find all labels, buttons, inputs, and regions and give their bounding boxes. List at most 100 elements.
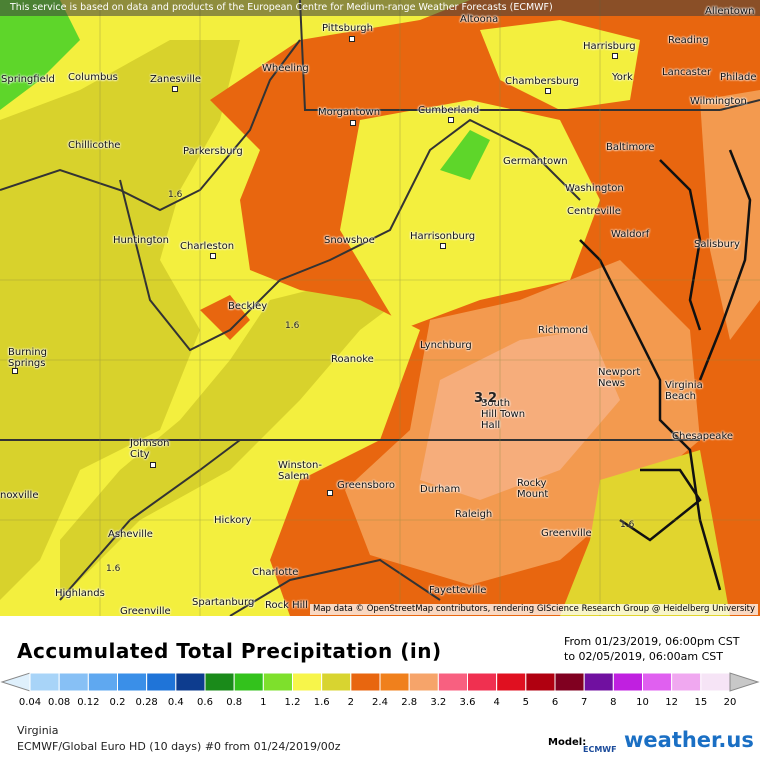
border [0, 39, 301, 212]
brand[interactable]: weather.us [624, 728, 754, 752]
color-box [525, 672, 556, 692]
precip-region [340, 100, 600, 330]
city-label: Greenville [120, 606, 171, 617]
city-dot [150, 462, 156, 468]
color-box [496, 672, 527, 692]
city-label: Morgantown [318, 107, 381, 118]
city-label: Lynchburg [420, 340, 472, 351]
border [719, 99, 760, 111]
city-label: Cumberland [418, 105, 480, 116]
city-label: York [612, 72, 633, 83]
city-label: Pittsburgh [322, 23, 373, 34]
city-label: Harrisonburg [410, 231, 476, 242]
contour-label: 1.6 [106, 564, 121, 574]
city-label: Parkersburg [183, 146, 243, 157]
color-box [612, 672, 643, 692]
city-label: Greenville [541, 528, 592, 539]
city-label: Chillicothe [68, 140, 121, 151]
legend-title: Accumulated Total Precipitation (in) [17, 639, 442, 663]
city-label: Springfield [1, 74, 55, 85]
city-label: Wheeling [262, 63, 309, 74]
color-box [292, 672, 323, 692]
city-label: Columbus [68, 72, 118, 83]
legend-value: 3.2 [430, 697, 447, 708]
precip-region [200, 295, 250, 340]
city-label: Harrisburg [583, 41, 636, 52]
legend-value: 0.12 [77, 697, 100, 708]
legend-value: 5 [522, 697, 530, 708]
city-dot [545, 88, 551, 94]
color-box [467, 672, 498, 692]
color-bar [0, 672, 760, 692]
legend-value: 0.2 [109, 697, 126, 708]
city-label: Fayetteville [429, 585, 487, 596]
contour-label: 1.6 [168, 190, 183, 200]
coastline [579, 149, 752, 591]
city-label: Raleigh [455, 509, 493, 520]
legend-value: 6 [551, 697, 559, 708]
border [299, 0, 720, 111]
color-arrow [729, 672, 760, 692]
color-box [146, 672, 177, 692]
color-box [642, 672, 673, 692]
model-label: Model: [548, 737, 587, 748]
city-label: Newport News [598, 367, 641, 389]
attribution: Map data © OpenStreetMap contributors, r… [310, 604, 758, 615]
precip-region [420, 330, 620, 500]
city-label: Spartanburg [192, 597, 255, 608]
color-box [583, 672, 614, 692]
legend-value: 1.6 [313, 697, 330, 708]
legend-value: 4 [493, 697, 500, 708]
county-line [0, 0, 760, 616]
precip-region [0, 0, 80, 110]
color-box [175, 672, 206, 692]
legend-value: 10 [636, 697, 649, 708]
city-label: Salisbury [694, 239, 740, 250]
city-label: Chambersburg [505, 76, 579, 87]
coast [659, 159, 702, 331]
color-box [117, 672, 148, 692]
city-label: Rock Hill [265, 600, 308, 611]
legend-value: 1 [260, 697, 267, 708]
city-label: Wilmington [690, 96, 747, 107]
color-box [321, 672, 352, 692]
city-label: Greensboro [337, 480, 395, 491]
date-to: to 02/05/2019, 06:00am CST [564, 650, 723, 663]
legend-value: 2.4 [372, 697, 388, 708]
date-from: From 01/23/2019, 06:00pm CST [564, 635, 740, 648]
legend-value: 12 [665, 697, 679, 708]
banner: This service is based on data and produc… [0, 0, 760, 16]
city-label: Philade [720, 72, 757, 83]
border [59, 439, 241, 601]
contour-label: 1.6 [285, 321, 300, 331]
city-label: noxville [0, 490, 39, 501]
border [119, 118, 581, 352]
color-box [233, 672, 264, 692]
city-label: Washington [565, 183, 624, 194]
color-box [437, 672, 469, 692]
city-dot [448, 117, 454, 123]
city-label: Waldorf [611, 229, 650, 240]
border [229, 558, 441, 616]
city-label: Baltimore [606, 142, 655, 153]
color-box [262, 672, 294, 692]
color-box [671, 672, 702, 692]
precip-region [0, 40, 240, 600]
legend-value: 0.28 [135, 697, 158, 708]
city-label: Richmond [538, 325, 589, 336]
city-label: Durham [420, 484, 461, 495]
city-label: Germantown [503, 156, 568, 167]
city-dot [440, 243, 446, 249]
county-lines [0, 0, 760, 616]
legend-value: 7 [580, 697, 588, 708]
city-label: South Hill Town Hall [481, 398, 526, 431]
city-dot [12, 368, 18, 374]
city-label: Winston-Salem [278, 460, 322, 482]
city-label: Lancaster [662, 67, 712, 78]
contour-label: 1.6 [620, 520, 635, 530]
legend-value: 2.8 [401, 697, 418, 708]
city-label: Chesapeake [672, 431, 734, 442]
city-dot [327, 490, 333, 496]
legend-value: 0.8 [226, 697, 243, 708]
